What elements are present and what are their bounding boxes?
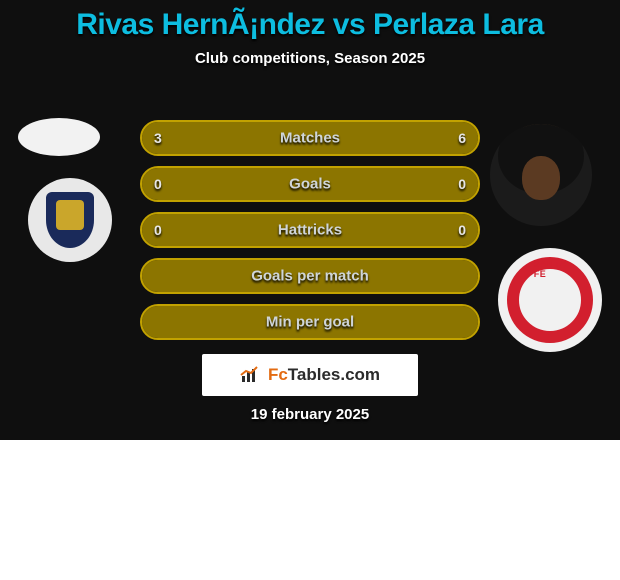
stat-row: Min per goal — [140, 304, 480, 340]
ring-icon: SANTA FE — [507, 257, 593, 343]
brand-text: FcTables.com — [268, 365, 380, 385]
brand-prefix: Fc — [268, 365, 288, 384]
club-left-badge — [28, 178, 112, 262]
stat-row: 00Goals — [140, 166, 480, 202]
player-left-avatar — [18, 118, 100, 156]
stat-label: Goals per match — [142, 268, 478, 285]
comparison-card: Rivas HernÃ¡ndez vs Perlaza Lara Club co… — [0, 0, 620, 440]
bar-chart-icon — [240, 366, 262, 384]
avatar-face — [522, 156, 560, 200]
brand-badge: FcTables.com — [202, 354, 418, 396]
stat-row: Goals per match — [140, 258, 480, 294]
stat-label: Min per goal — [142, 314, 478, 331]
player-right-avatar — [490, 124, 592, 226]
stat-label: Goals — [142, 176, 478, 193]
club-right-badge: SANTA FE — [498, 248, 602, 352]
stat-label: Matches — [142, 130, 478, 147]
stat-row: 00Hattricks — [140, 212, 480, 248]
date-label: 19 february 2025 — [0, 406, 620, 423]
stat-label: Hattricks — [142, 222, 478, 239]
shield-icon — [46, 192, 94, 248]
subtitle: Club competitions, Season 2025 — [0, 50, 620, 67]
page-title: Rivas HernÃ¡ndez vs Perlaza Lara — [0, 0, 620, 42]
stat-row: 36Matches — [140, 120, 480, 156]
club-right-caption: SANTA FE — [534, 259, 567, 279]
brand-suffix: Tables.com — [288, 365, 380, 384]
